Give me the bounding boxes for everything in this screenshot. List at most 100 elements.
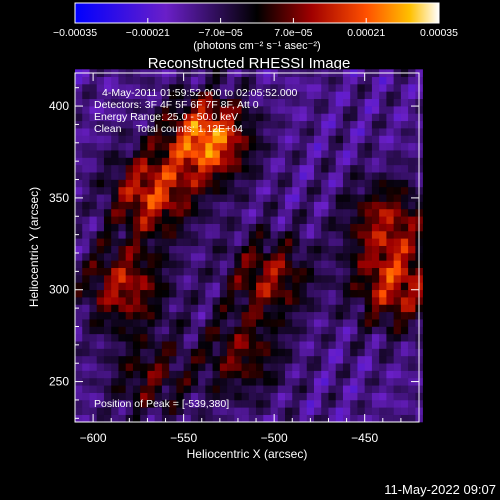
heatmap-cell — [299, 267, 308, 276]
heatmap-cell — [212, 267, 221, 276]
heatmap-cell — [154, 186, 163, 195]
heatmap-cell — [285, 311, 293, 320]
heatmap-cell — [328, 157, 337, 166]
heatmap-cell — [342, 157, 351, 166]
heatmap-cell — [285, 253, 293, 261]
heatmap-cell — [277, 76, 286, 85]
heatmap-cell — [277, 120, 286, 129]
heatmap-cell — [140, 304, 148, 313]
heatmap-cell — [154, 113, 163, 122]
heatmap-cell — [292, 98, 300, 107]
heatmap-cell — [169, 385, 177, 393]
heatmap-cell — [277, 186, 286, 195]
heatmap-cell — [248, 179, 257, 188]
heatmap-cell — [342, 253, 351, 261]
heatmap-cell — [292, 84, 300, 92]
heatmap-cell — [183, 267, 192, 276]
heatmap-cell — [321, 253, 329, 261]
heatmap-cell — [183, 377, 192, 386]
heatmap-cell — [111, 348, 119, 357]
heatmap-cell — [342, 275, 351, 283]
heatmap-cell — [169, 230, 177, 239]
heatmap-cell — [386, 172, 394, 180]
heatmap-cell — [219, 150, 228, 158]
heatmap-cell — [299, 355, 308, 364]
heatmap-cell — [386, 194, 394, 202]
heatmap-cell — [118, 399, 126, 408]
heatmap-cell — [364, 267, 373, 276]
heatmap-cell — [408, 289, 416, 298]
heatmap-cell — [400, 297, 409, 305]
heatmap-cell — [299, 201, 308, 210]
heatmap-cell — [277, 282, 286, 291]
heatmap-cell — [147, 385, 155, 393]
heatmap-cell — [408, 120, 416, 129]
heatmap-cell — [118, 311, 126, 320]
heatmap-cell — [111, 201, 119, 210]
heatmap-cell — [227, 172, 235, 180]
heatmap-cell — [118, 172, 126, 180]
heatmap-cell — [371, 216, 380, 224]
heatmap-cell — [176, 186, 184, 195]
heatmap-cell — [285, 304, 293, 313]
heatmap-cell — [161, 392, 170, 401]
heatmap-cell — [198, 245, 206, 254]
heatmap-cell — [161, 377, 170, 386]
heatmap-cell — [176, 260, 184, 269]
heatmap-cell — [176, 157, 184, 166]
heatmap-cell — [364, 223, 373, 232]
heatmap-cell — [161, 238, 170, 246]
heatmap-cell — [364, 84, 373, 92]
heatmap-cell — [96, 194, 105, 202]
heatmap-cell — [227, 304, 235, 313]
heatmap-cell — [111, 253, 119, 261]
heatmap-cell — [313, 297, 322, 305]
heatmap-cell — [190, 150, 199, 158]
heatmap-cell — [103, 253, 112, 261]
heatmap-cell — [335, 84, 344, 92]
heatmap-cell — [408, 172, 416, 180]
heatmap-cell — [118, 297, 126, 305]
heatmap-cell — [227, 333, 235, 342]
heatmap-cell — [350, 414, 358, 423]
heatmap-cell — [256, 223, 264, 232]
heatmap-cell — [364, 142, 373, 151]
heatmap-cell — [285, 84, 293, 92]
heatmap-cell — [364, 76, 373, 85]
heatmap-cell — [335, 120, 344, 129]
heatmap-cell — [176, 348, 184, 357]
heatmap-cell — [89, 326, 98, 335]
heatmap-cell — [364, 377, 373, 386]
heatmap-cell — [335, 135, 344, 144]
heatmap-cell — [400, 392, 409, 401]
heatmap-cell — [219, 333, 228, 342]
heatmap-cell — [241, 135, 250, 144]
heatmap-cell — [147, 341, 155, 349]
heatmap-cell — [342, 355, 351, 364]
heatmap-cell — [379, 142, 387, 151]
heatmap-cell — [176, 194, 184, 202]
heatmap-cell — [256, 333, 264, 342]
heatmap-cell — [140, 150, 148, 158]
heatmap-cell — [161, 135, 170, 144]
heatmap-cell — [103, 245, 112, 254]
heatmap-cell — [89, 282, 98, 291]
heatmap-cell — [248, 157, 257, 166]
heatmap-cell — [161, 407, 170, 415]
heatmap-cell — [306, 319, 315, 327]
heatmap-cell — [306, 135, 315, 144]
heatmap-cell — [111, 142, 119, 151]
heatmap-cell — [205, 150, 213, 158]
heatmap-cell — [118, 282, 126, 291]
heatmap-cell — [183, 399, 192, 408]
heatmap-cell — [299, 414, 308, 423]
heatmap-cell — [140, 319, 148, 327]
heatmap-cell — [285, 179, 293, 188]
heatmap-cell — [205, 399, 213, 408]
heatmap-cell — [140, 414, 148, 423]
heatmap-cell — [103, 414, 112, 423]
heatmap-cell — [263, 311, 271, 320]
heatmap-cell — [350, 363, 358, 371]
heatmap-cell — [400, 216, 409, 224]
heatmap-cell — [364, 179, 373, 188]
